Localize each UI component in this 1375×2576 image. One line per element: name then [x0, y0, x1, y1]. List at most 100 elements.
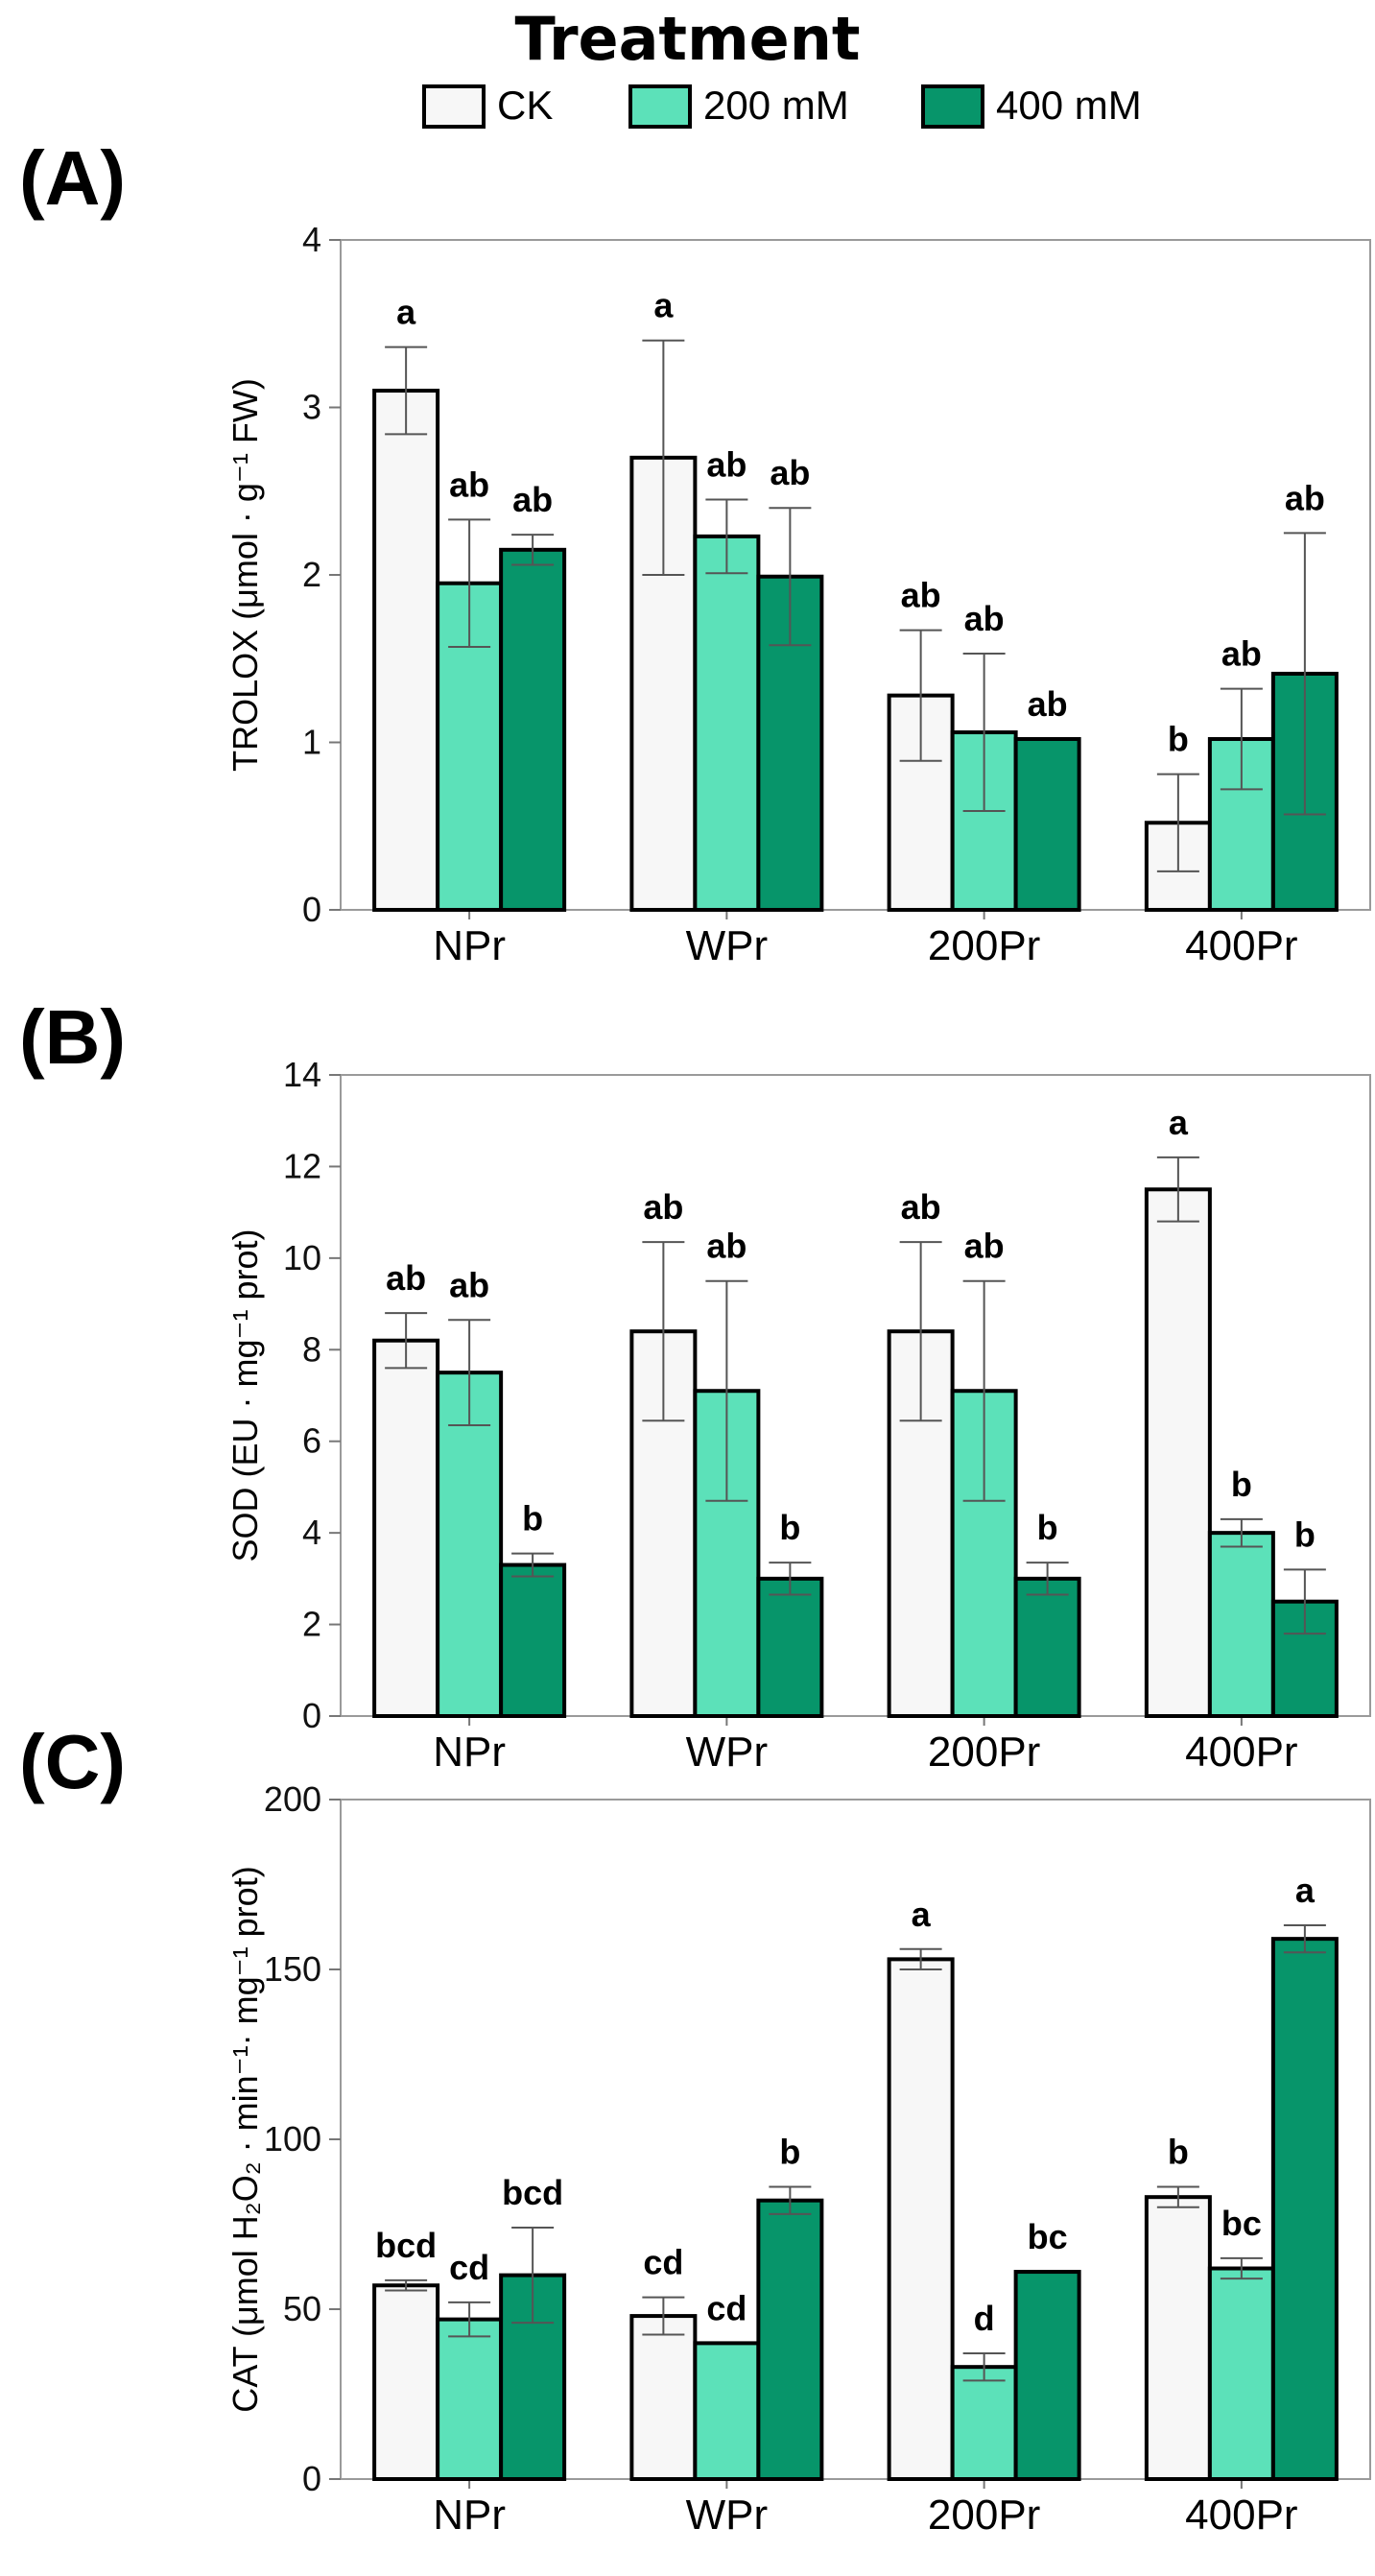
significance-letter: ab — [964, 599, 1005, 638]
bar-400mm — [1013, 1576, 1081, 1718]
bar-400mm — [756, 1576, 824, 1718]
significance-letter: bc — [1221, 2204, 1262, 2243]
significance-letter: bcd — [375, 2226, 437, 2265]
significance-letter: ab — [386, 1258, 426, 1298]
significance-letter: a — [1295, 1871, 1316, 1910]
bar-200mm — [950, 2365, 1018, 2481]
bar-400mm — [1013, 737, 1081, 913]
significance-letter: ab — [770, 453, 810, 492]
significance-letter: a — [912, 1895, 932, 1934]
significance-letter: b — [1231, 1465, 1252, 1504]
significance-letter: bcd — [502, 2173, 563, 2212]
y-tick-label: 2 — [302, 555, 321, 594]
y-tick-label: 0 — [302, 1696, 321, 1735]
bar-ck — [372, 1338, 440, 1718]
significance-letter: a — [653, 286, 674, 325]
bar-ck — [372, 2283, 440, 2481]
bar-400mm — [1270, 1937, 1339, 2481]
x-tick-label: NPr — [433, 2492, 506, 2539]
significance-letter: ab — [901, 1187, 941, 1227]
significance-letter: ab — [1221, 634, 1262, 674]
legend-label-400mm: 400 mM — [996, 83, 1142, 128]
x-tick-label: 400Pr — [1185, 922, 1297, 969]
x-tick-label: WPr — [686, 1729, 769, 1776]
panel-label-a: (A) — [19, 135, 127, 221]
significance-letter: ab — [1028, 684, 1068, 724]
x-tick-label: WPr — [686, 922, 769, 969]
y-tick-label: 0 — [302, 2459, 321, 2498]
significance-letter: d — [974, 2299, 995, 2338]
significance-letter: cd — [449, 2248, 489, 2287]
panel-label-c: (C) — [19, 1719, 127, 1804]
significance-letter: ab — [901, 576, 941, 615]
significance-letter: bc — [1028, 2217, 1068, 2256]
y-tick-label: 0 — [302, 890, 321, 929]
legend: CK 200 mM 400 mM — [0, 79, 1375, 136]
significance-letter: cd — [643, 2243, 683, 2282]
y-tick-label: 14 — [283, 1055, 321, 1094]
significance-letter: b — [1294, 1515, 1316, 1554]
bar-200mm — [436, 2317, 504, 2481]
legend-swatch-200mm — [628, 84, 692, 129]
x-tick-label: 400Pr — [1185, 2492, 1297, 2539]
y-axis-label: TROLOX (μmol · g⁻¹ FW) — [225, 378, 265, 772]
significance-letter: ab — [449, 465, 489, 504]
y-axis-label-text: TROLOX (μmol · g⁻¹ FW) — [225, 378, 265, 772]
bar-400mm — [1013, 2270, 1081, 2481]
significance-letter: a — [1169, 1103, 1189, 1142]
y-axis-label: CAT (μmol H₂O₂ · min⁻¹· mg⁻¹ prot) — [225, 1866, 265, 2412]
x-tick-label: 200Pr — [928, 2492, 1040, 2539]
x-tick-label: 200Pr — [928, 922, 1040, 969]
legend-swatch-400mm — [921, 84, 984, 129]
significance-letter: b — [522, 1499, 543, 1538]
bar-ck — [1144, 1187, 1212, 1719]
y-tick-label: 6 — [302, 1421, 321, 1461]
y-tick-label: 4 — [302, 1513, 321, 1552]
significance-letter: ab — [706, 444, 747, 484]
significance-letter: b — [1037, 1508, 1058, 1547]
x-tick-label: 200Pr — [928, 1729, 1040, 1776]
bar-ck — [629, 2314, 698, 2482]
bar-200mm — [1207, 2266, 1275, 2482]
bar-400mm — [499, 1562, 567, 1718]
x-tick-label: 400Pr — [1185, 1729, 1297, 1776]
significance-letter: cd — [706, 2288, 747, 2327]
bar-ck — [1144, 2195, 1212, 2481]
significance-letter: b — [1168, 2133, 1189, 2172]
y-tick-label: 150 — [264, 1949, 321, 1989]
significance-letter: b — [779, 2133, 800, 2172]
x-tick-label: NPr — [433, 1729, 506, 1776]
y-tick-label: 50 — [283, 2289, 321, 2328]
y-tick-label: 1 — [302, 723, 321, 762]
panel-label-b: (B) — [19, 994, 127, 1080]
legend-label-ck: CK — [497, 83, 554, 128]
y-tick-label: 2 — [302, 1605, 321, 1644]
significance-letter: ab — [964, 1227, 1005, 1266]
significance-letter: ab — [1285, 478, 1325, 517]
significance-letter: ab — [512, 480, 553, 519]
significance-letter: b — [1168, 720, 1189, 759]
bar-400mm — [499, 547, 567, 912]
x-tick-label: WPr — [686, 2492, 769, 2539]
y-axis-label-text: CAT (μmol H₂O₂ · min⁻¹· mg⁻¹ prot) — [225, 1866, 265, 2412]
significance-letter: ab — [706, 1227, 747, 1266]
legend-label-200mm: 200 mM — [703, 83, 849, 128]
y-tick-label: 3 — [302, 388, 321, 427]
bar-200mm — [1207, 1531, 1275, 1719]
significance-letter: ab — [449, 1265, 489, 1304]
y-tick-label: 4 — [302, 220, 321, 259]
bar-400mm — [756, 2198, 824, 2481]
legend-swatch-ck — [422, 84, 486, 129]
bar-ck — [887, 1957, 955, 2481]
chart-c: 0 50 100 150 200 CAT (μmol H₂O₂ · min⁻¹· mg⁻¹… — [225, 1779, 1371, 2539]
plot-frame — [340, 1074, 1371, 1717]
bar-ck — [372, 389, 440, 913]
legend-title: Treatment — [514, 4, 861, 74]
y-tick-label: 200 — [264, 1779, 321, 1819]
y-tick-label: 8 — [302, 1329, 321, 1369]
y-axis-label-text: SOD (EU · mg⁻¹ prot) — [225, 1228, 265, 1562]
significance-letter: ab — [643, 1187, 683, 1227]
